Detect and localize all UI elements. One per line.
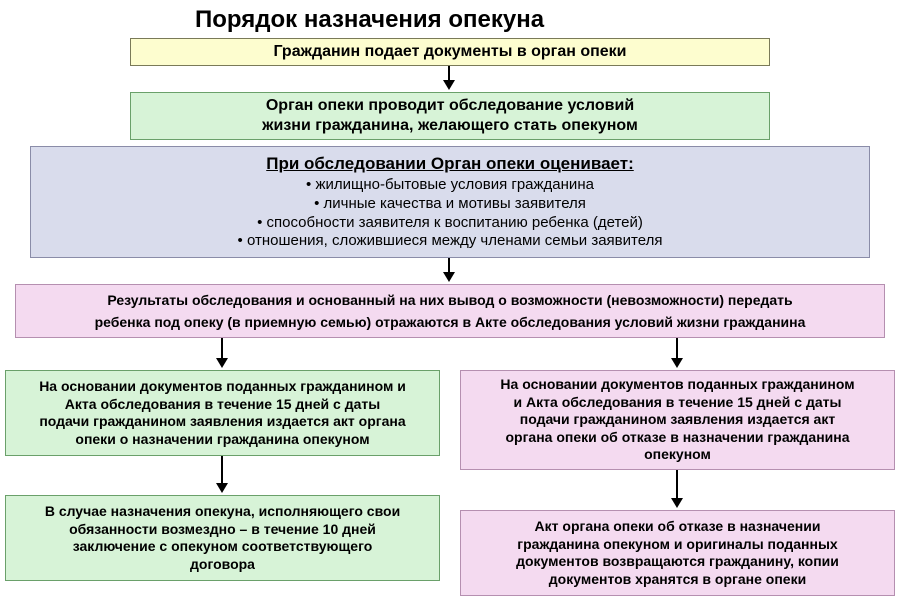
node-left1-l3: опеки о назначении гражданина опекуном	[75, 431, 369, 449]
node-left1: На основании документов поданных граждан…	[5, 370, 440, 456]
arrow-head-1	[443, 272, 455, 282]
arrow-line-2	[221, 338, 223, 360]
node-right1-l2: подачи гражданином заявления издается ак…	[520, 411, 835, 429]
arrow-line-5	[676, 470, 678, 500]
node-step1: Гражданин подает документы в орган опеки	[130, 38, 770, 66]
node-step1-text: Гражданин подает документы в орган опеки	[273, 42, 626, 62]
node-left1-l1: Акта обследования в течение 15 дней с да…	[65, 396, 380, 414]
node-right2-l1: гражданина опекуном и оригиналы поданных	[517, 536, 837, 554]
node-left2-l3: договора	[190, 556, 255, 574]
arrow-head-0	[443, 80, 455, 90]
arrow-line-3	[676, 338, 678, 360]
diagram-title: Порядок назначения опекуна	[195, 6, 544, 34]
node-right2-l2: документов возвращаются гражданину, копи…	[516, 553, 839, 571]
node-left1-l0: На основании документов поданных граждан…	[39, 378, 406, 396]
node-left1-l2: подачи гражданином заявления издается ак…	[39, 413, 405, 431]
node-step2-line2: жизни гражданина, желающего стать опекун…	[262, 116, 638, 136]
node-left2: В случае назначения опекуна, исполняющег…	[5, 495, 440, 581]
node-right1-l1: и Акта обследования в течение 15 дней с …	[514, 394, 842, 412]
node-step4: Результаты обследования и основанный на …	[15, 284, 885, 338]
node-left2-l2: заключение с опекуном соответствующего	[73, 538, 373, 556]
node-right1-l4: опекуном	[644, 446, 711, 464]
node-step3-item2: • способности заявителя к воспитанию реб…	[257, 214, 643, 233]
node-step3-item0: • жилищно-бытовые условия гражданина	[306, 176, 594, 195]
node-right1-l0: На основании документов поданных граждан…	[500, 376, 854, 394]
node-left2-l0: В случае назначения опекуна, исполняющег…	[45, 503, 400, 521]
arrow-head-3	[671, 358, 683, 368]
node-step2-line1: Орган опеки проводит обследование услови…	[266, 96, 634, 116]
node-right2-l3: документов хранятся в органе опеки	[549, 571, 806, 589]
node-left2-l1: обязанности возмездно – в течение 10 дне…	[69, 521, 376, 539]
arrow-head-5	[671, 498, 683, 508]
node-right2-l0: Акт органа опеки об отказе в назначении	[535, 518, 821, 536]
node-step3-heading: При обследовании Орган опеки оценивает:	[266, 153, 634, 174]
arrow-line-4	[221, 456, 223, 485]
node-step4-line2: ребенка под опеку (в приемную семью) отр…	[95, 311, 806, 333]
node-step3-item1: • личные качества и мотивы заявителя	[314, 195, 586, 214]
node-right1-l3: органа опеки об отказе в назначении граж…	[505, 429, 849, 447]
node-step3-item3: • отношения, сложившиеся между членами с…	[238, 232, 663, 251]
arrow-head-2	[216, 358, 228, 368]
node-step2: Орган опеки проводит обследование услови…	[130, 92, 770, 140]
node-right2: Акт органа опеки об отказе в назначении …	[460, 510, 895, 596]
node-right1: На основании документов поданных граждан…	[460, 370, 895, 470]
node-step3: При обследовании Орган опеки оценивает: …	[30, 146, 870, 258]
node-step4-line1: Результаты обследования и основанный на …	[107, 289, 792, 311]
arrow-head-4	[216, 483, 228, 493]
